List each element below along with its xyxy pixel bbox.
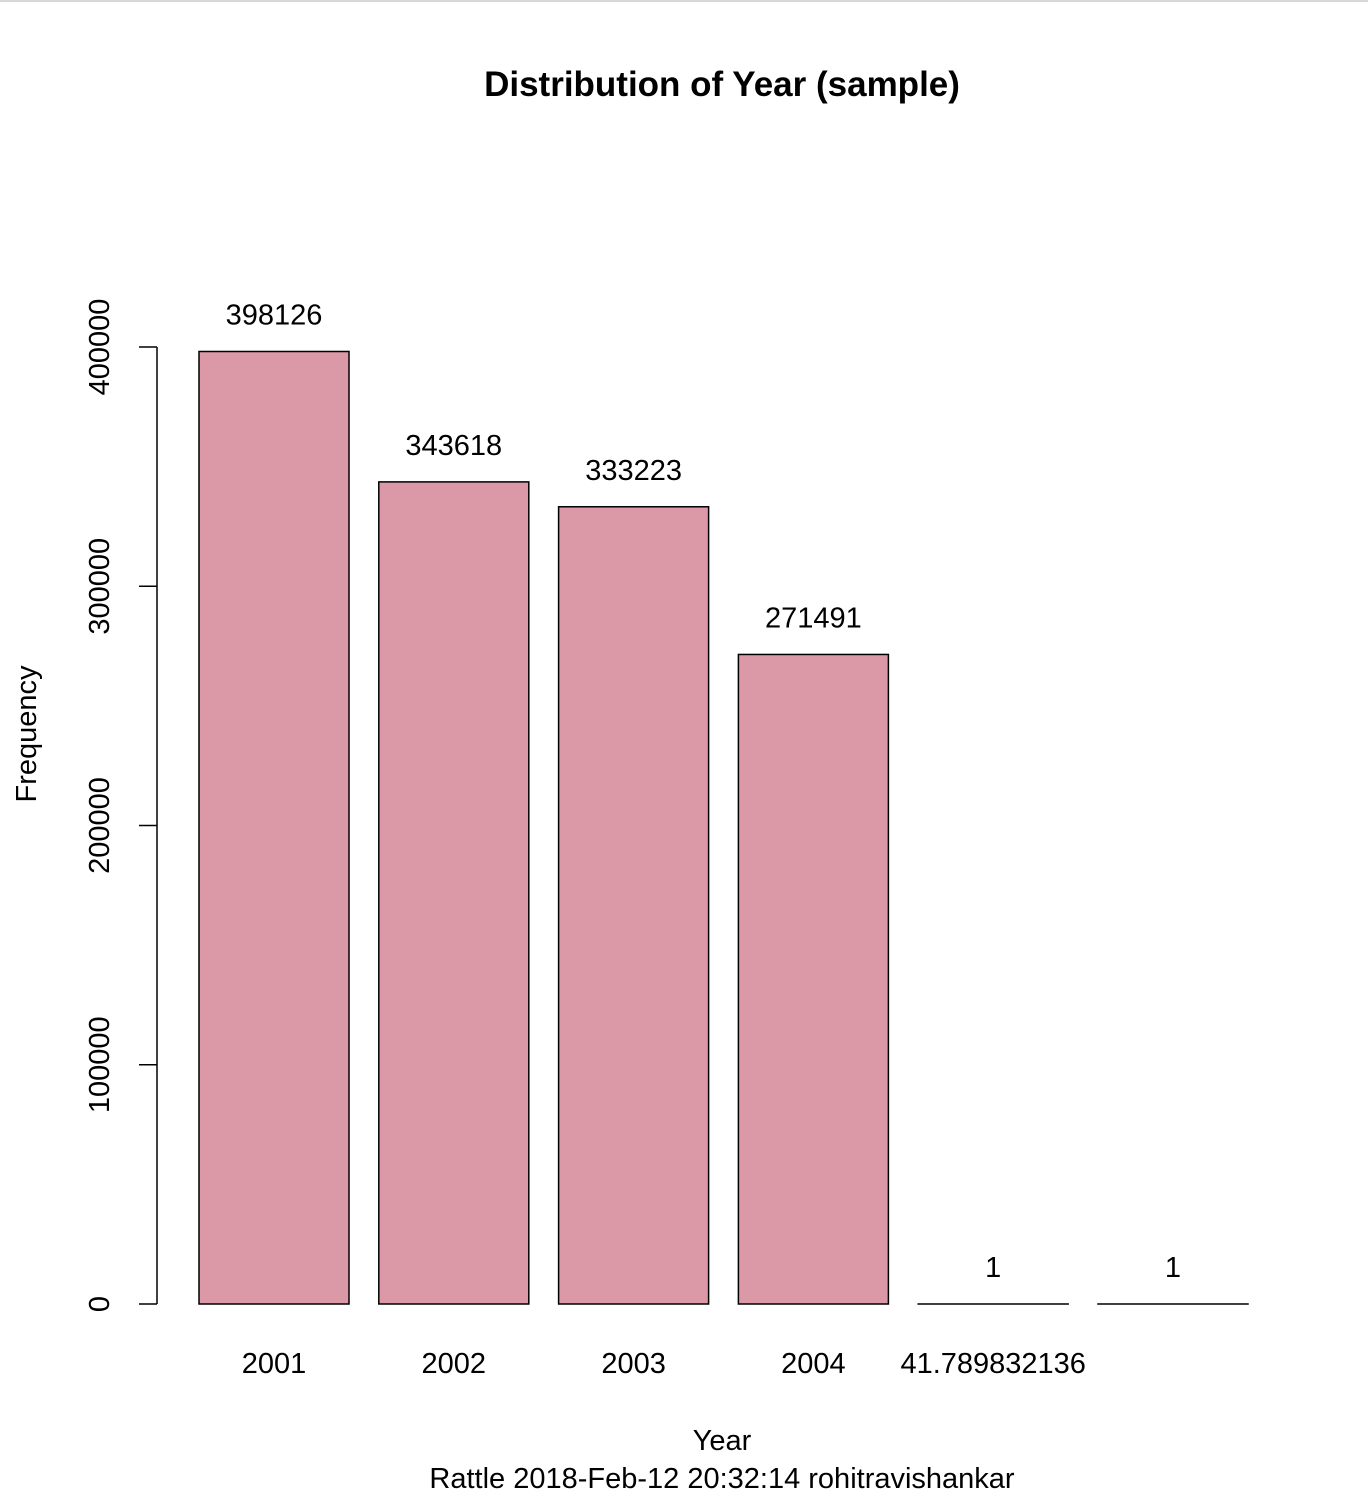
bar [559,507,709,1304]
y-tick-label: 300000 [84,538,116,635]
y-tick-label: 100000 [84,1016,116,1113]
bar [379,482,529,1304]
x-tick-label: 2003 [601,1348,666,1380]
bar-value-label: 1 [1165,1252,1181,1284]
bars [199,351,1248,1304]
bar [738,654,888,1304]
x-tick-label: 2002 [422,1348,487,1380]
y-tick-label: 400000 [84,299,116,396]
x-tick-label: 41.789832136 [900,1348,1085,1380]
bar-value-label: 333223 [585,455,682,487]
bar-value-label: 343618 [405,430,502,462]
bar-value-label: 398126 [226,299,323,331]
bar [199,351,349,1304]
y-axis-label: Frequency [11,665,43,803]
x-tick-labels: 2001 2002 2003 2004 41.789832136 [242,1348,1086,1380]
chart-title: Distribution of Year (sample) [484,65,960,104]
bar-value-label: 271491 [765,602,862,634]
x-tick-label: 2004 [781,1348,846,1380]
y-tick-label: 0 [84,1296,116,1312]
y-tick-label: 200000 [84,777,116,874]
footer-text: Rattle 2018-Feb-12 20:32:14 rohitravisha… [429,1463,1015,1495]
y-axis: 0 100000 200000 300000 400000 [84,299,157,1312]
bar-value-label: 1 [985,1252,1001,1284]
x-axis-label: Year [693,1425,752,1457]
x-tick-label: 2001 [242,1348,307,1380]
